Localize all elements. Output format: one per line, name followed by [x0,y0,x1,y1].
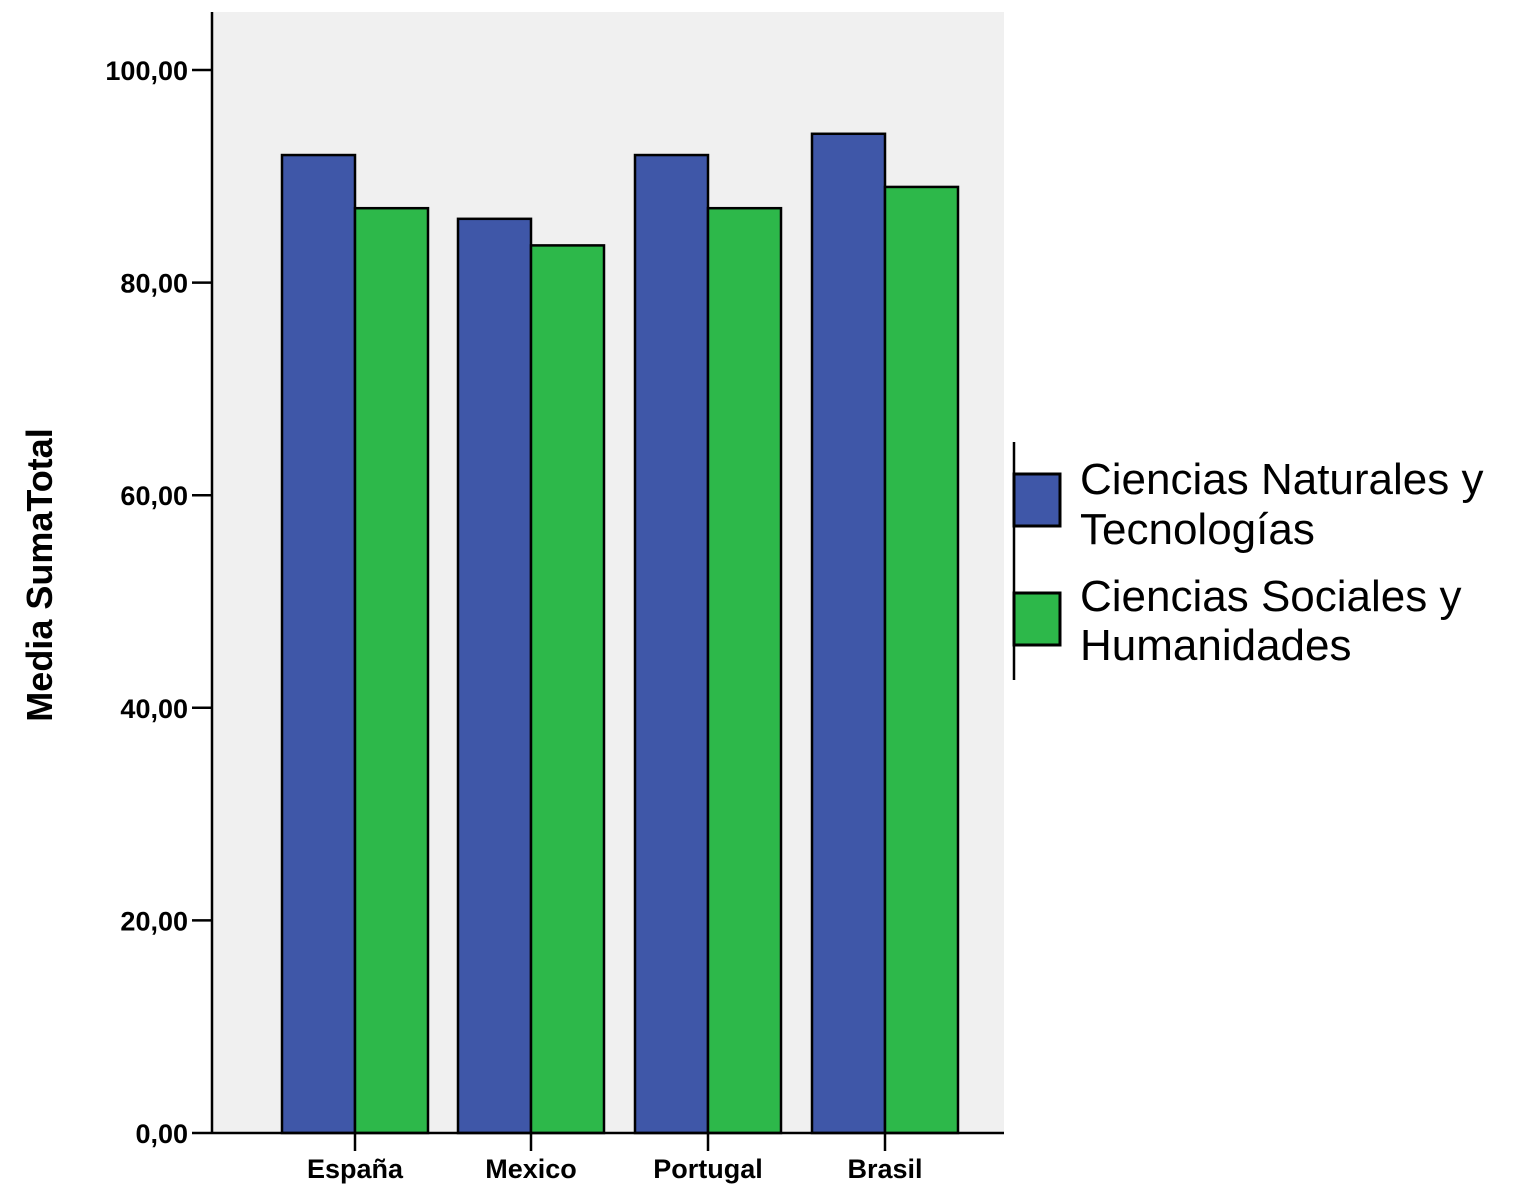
y-axis-title: Media SumaTotal [19,428,60,721]
y-axis: 0,00 20,00 40,00 60,00 80,00 100,00 [105,12,214,1149]
x-tick-label: España [307,1154,404,1184]
legend-swatch-sociales [1012,591,1062,647]
legend-label-naturales: Tecnologías [1080,505,1315,554]
bar-naturales-0 [280,153,357,1135]
x-tick-label: Brasil [847,1154,922,1184]
y-tick-label: 0,00 [135,1119,188,1149]
y-tick-label: 80,00 [120,269,188,299]
legend-label-naturales: Ciencias Naturales y [1080,455,1484,504]
legend-label-sociales: Ciencias Sociales y [1080,572,1462,621]
y-tick-label: 60,00 [120,481,188,511]
bar-naturales-3 [810,132,887,1135]
y-tick-label: 20,00 [120,906,188,936]
legend-swatch-naturales [1012,472,1062,528]
x-axis: España Mexico Portugal Brasil [212,1131,1004,1184]
bar-sociales-3 [883,185,960,1135]
x-tick-label: Mexico [485,1154,577,1184]
legend-label-sociales: Humanidades [1080,621,1352,670]
bar-naturales-1 [456,217,533,1135]
bar-sociales-0 [353,206,430,1135]
bar-sociales-2 [706,206,783,1135]
bar-sociales-1 [529,244,606,1135]
y-tick-label: 40,00 [120,694,188,724]
bar-naturales-2 [633,153,710,1135]
y-tick-label: 100,00 [105,56,188,86]
bars [280,132,960,1135]
x-tick-label: Portugal [653,1154,763,1184]
